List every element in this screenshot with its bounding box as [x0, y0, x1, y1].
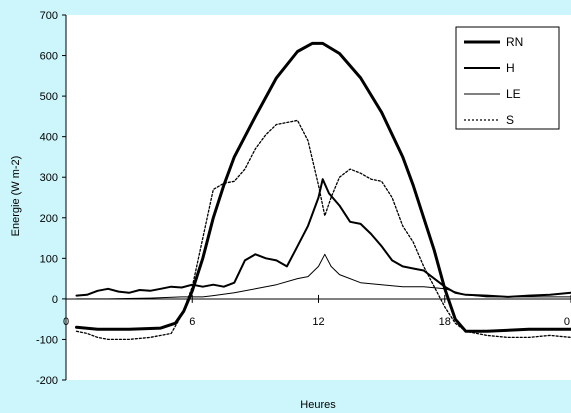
x-tick-label: 12: [312, 316, 324, 328]
series-line-s: [75, 119, 571, 341]
x-tick-label: 18: [439, 316, 451, 328]
y-tick-label: 700: [40, 10, 58, 22]
x-tick-label: 6: [189, 316, 195, 328]
x-tick-label: 0: [564, 316, 570, 328]
series-line-le: [76, 253, 571, 300]
y-tick-label: 0: [52, 294, 58, 306]
legend-label-le: LE: [506, 87, 521, 101]
legend-label-rn: RN: [506, 35, 523, 49]
y-tick-label: -100: [36, 334, 58, 346]
x-axis-label: Heures: [300, 399, 336, 411]
y-tick-label: 500: [40, 91, 58, 103]
series-line-h: [75, 178, 571, 298]
legend-label-s: S: [506, 113, 514, 127]
y-axis-label: Energie (W m-2): [10, 156, 22, 237]
y-tick-label: 300: [40, 172, 58, 184]
y-tick-label: 400: [40, 132, 58, 144]
y-tick-label: 100: [40, 253, 58, 265]
legend-label-h: H: [506, 61, 515, 75]
y-tick-label: -200: [36, 375, 58, 387]
legend: RN H LE S: [455, 26, 560, 130]
legend-box: [455, 26, 560, 130]
y-tick-label: 200: [40, 213, 58, 225]
y-tick-label: 600: [40, 51, 58, 63]
